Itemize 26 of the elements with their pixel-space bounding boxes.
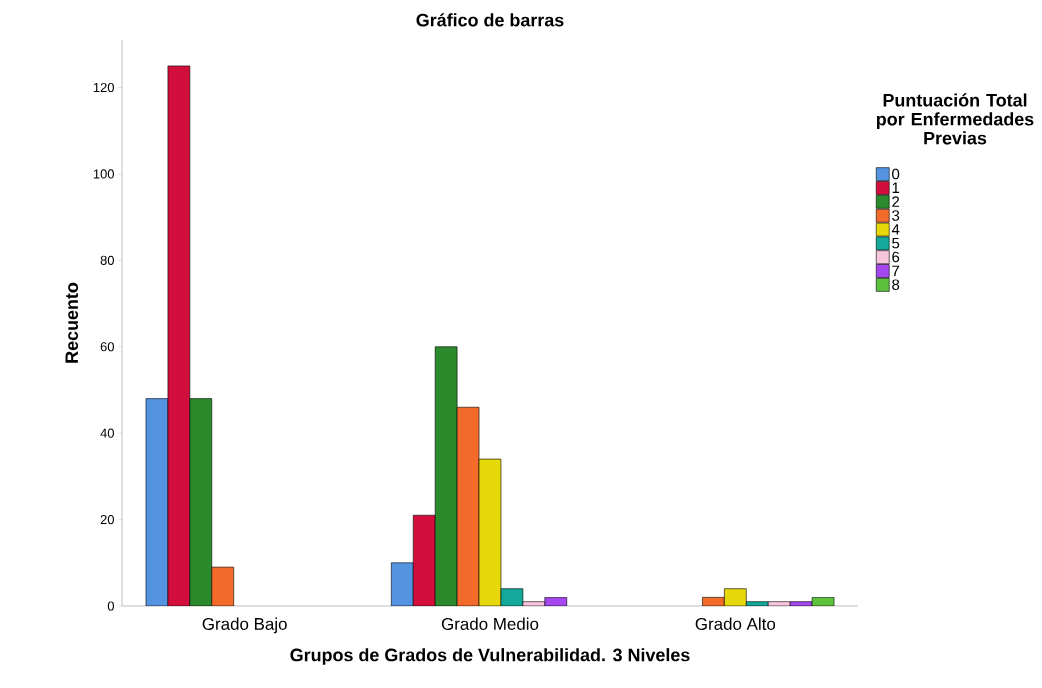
- bar: [478, 458, 502, 606]
- bar: [456, 406, 480, 606]
- legend-label: 1: [892, 182, 900, 193]
- y-tick-label: 60: [100, 342, 114, 352]
- x-axis-title: Grupos de Grados de Vulnerabilidad. 3 Niveles: [290, 648, 690, 665]
- bar: [211, 566, 235, 606]
- y-tick-label: 20: [100, 514, 114, 525]
- y-tick-label: 120: [93, 82, 114, 93]
- x-tick-label: Grado Alto: [695, 617, 776, 630]
- legend-label: 8: [892, 279, 900, 290]
- y-tick-label: 0: [107, 601, 114, 611]
- x-tick-label: Grado Medio: [441, 617, 539, 630]
- legend-label: 6: [892, 251, 900, 263]
- legend-label: 7: [892, 265, 900, 276]
- y-axis-title: Recuento: [65, 282, 79, 363]
- legend-title: Puntuación Total por Enfermedades Previas: [876, 93, 1034, 145]
- legend-label: 3: [892, 210, 900, 221]
- legend-label: 0: [892, 168, 900, 180]
- x-tick-label: Grado Bajo: [202, 617, 287, 634]
- legend-label: 2: [892, 196, 900, 207]
- y-tick-label: 80: [100, 255, 114, 265]
- y-tick-label: 40: [100, 428, 114, 438]
- legend-label: 5: [892, 237, 900, 249]
- legend-label: 4: [891, 224, 900, 235]
- y-tick-label: 100: [93, 169, 114, 179]
- chart-title: Gráfico de barras: [416, 13, 564, 27]
